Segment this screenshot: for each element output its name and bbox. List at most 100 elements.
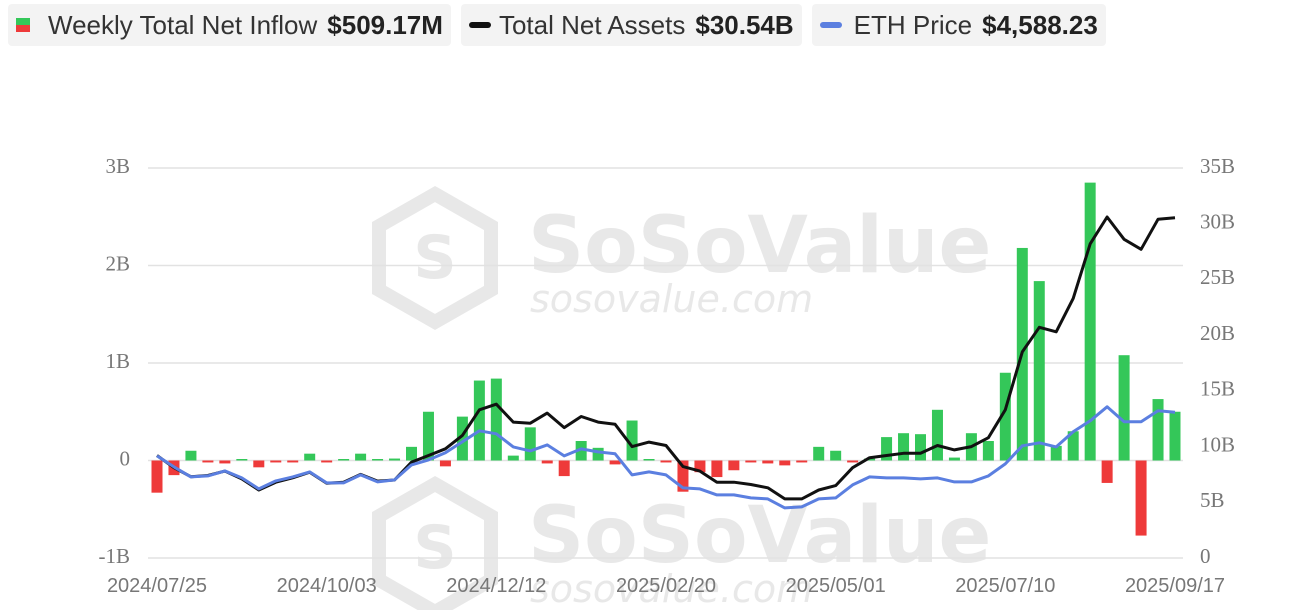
bar [881,437,893,461]
bar [321,460,333,463]
bar [406,446,417,461]
legend-icon [819,22,842,28]
line [156,405,1176,510]
legend-icon [16,18,30,32]
svg-text:S: S [413,223,456,293]
bar [694,460,706,473]
bar [575,441,587,461]
x-tick-label: 2024/07/25 [107,575,207,597]
bar [796,460,808,463]
bar [1084,182,1096,461]
bar [1050,445,1062,461]
bar [898,433,910,461]
bar [915,434,926,461]
bar [1118,355,1130,461]
bar [592,447,604,461]
bar [456,416,468,461]
y2-tick-label: 30B [1200,210,1235,234]
bar [473,380,485,461]
legend-item[interactable]: ETH Price $4,588.23 [811,4,1106,46]
legend-value: $509.17M [327,9,443,40]
bar [304,453,316,461]
bar [490,378,502,461]
bar [626,420,638,461]
bar [507,455,519,461]
bar [948,457,960,461]
bar [609,460,621,465]
bar [439,460,451,467]
bar [999,372,1011,461]
bar [1169,411,1181,461]
bar [202,460,214,463]
legend-value: $4,588.23 [982,9,1098,40]
bar [372,459,384,461]
y2-tick-label: 5B [1200,488,1225,512]
y2-tick-label: 10B [1200,432,1235,456]
bar [745,460,757,463]
bar [728,460,740,471]
bar [847,460,859,463]
y-tick-label: 3B [105,154,130,178]
bar [558,460,570,477]
bar [1033,281,1045,461]
x-tick-label: 2024/12/12 [446,575,546,597]
x-tick-label: 2025/05/01 [786,575,886,597]
bar [864,458,876,461]
watermark: S SoSoValue sosovalue.com S SoSoValue so… [372,185,991,610]
bar [711,460,723,478]
bar [524,427,536,461]
svg-text:S: S [413,513,456,583]
bar [355,453,367,461]
legend-item[interactable]: Total Net Assets $30.54B [460,4,802,46]
bar [1152,399,1164,461]
bar [253,460,265,468]
legend-icon [468,22,491,28]
y-tick-label: 2B [105,251,130,275]
bar [813,446,825,461]
legend-label: Total Net Assets [498,9,686,40]
bar [422,411,434,461]
bar [931,409,943,461]
y2-tick-label: 0 [1200,544,1211,568]
x-tick-label: 2024/10/03 [277,575,377,597]
bar [287,460,299,463]
bar [389,458,401,461]
legend-label: ETH Price [853,9,973,40]
legend-value: $30.54B [695,9,794,40]
y-tick-label: 1B [105,349,130,373]
watermark-site: sosovalue.com [530,277,813,321]
y-tick-label: 0 [120,446,131,470]
x-tick-label: 2025/09/17 [1125,575,1225,597]
bar [830,450,842,461]
legend: Weekly Total Net Inflow $509.17M Total Ne… [8,4,1106,46]
bar [1067,431,1079,461]
bar [660,460,672,463]
bar [151,460,163,493]
y2-tick-label: 20B [1200,321,1235,345]
watermark-brand: SoSoValue [528,201,991,291]
watermark-brand: SoSoValue [528,491,991,581]
bar [338,459,350,461]
x-tick-label: 2025/02/20 [616,575,716,597]
bar [219,460,231,464]
bar [1101,460,1113,483]
y2-tick-label: 15B [1200,377,1235,401]
bar [541,460,553,464]
x-tick-label: 2025/07/10 [955,575,1055,597]
bar [270,460,282,463]
y-tick-label: -1B [99,544,131,568]
watermark-site: sosovalue.com [530,567,813,610]
bar [982,441,994,461]
bar [185,450,197,461]
bar [1135,460,1147,536]
bar [762,460,774,464]
bar [779,460,791,466]
legend-item[interactable]: Weekly Total Net Inflow $509.17M [8,4,451,46]
y2-tick-label: 35B [1200,154,1235,178]
legend-label: Weekly Total Net Inflow [48,9,318,40]
bar [643,459,655,461]
bar [236,459,248,461]
bar [677,460,689,492]
